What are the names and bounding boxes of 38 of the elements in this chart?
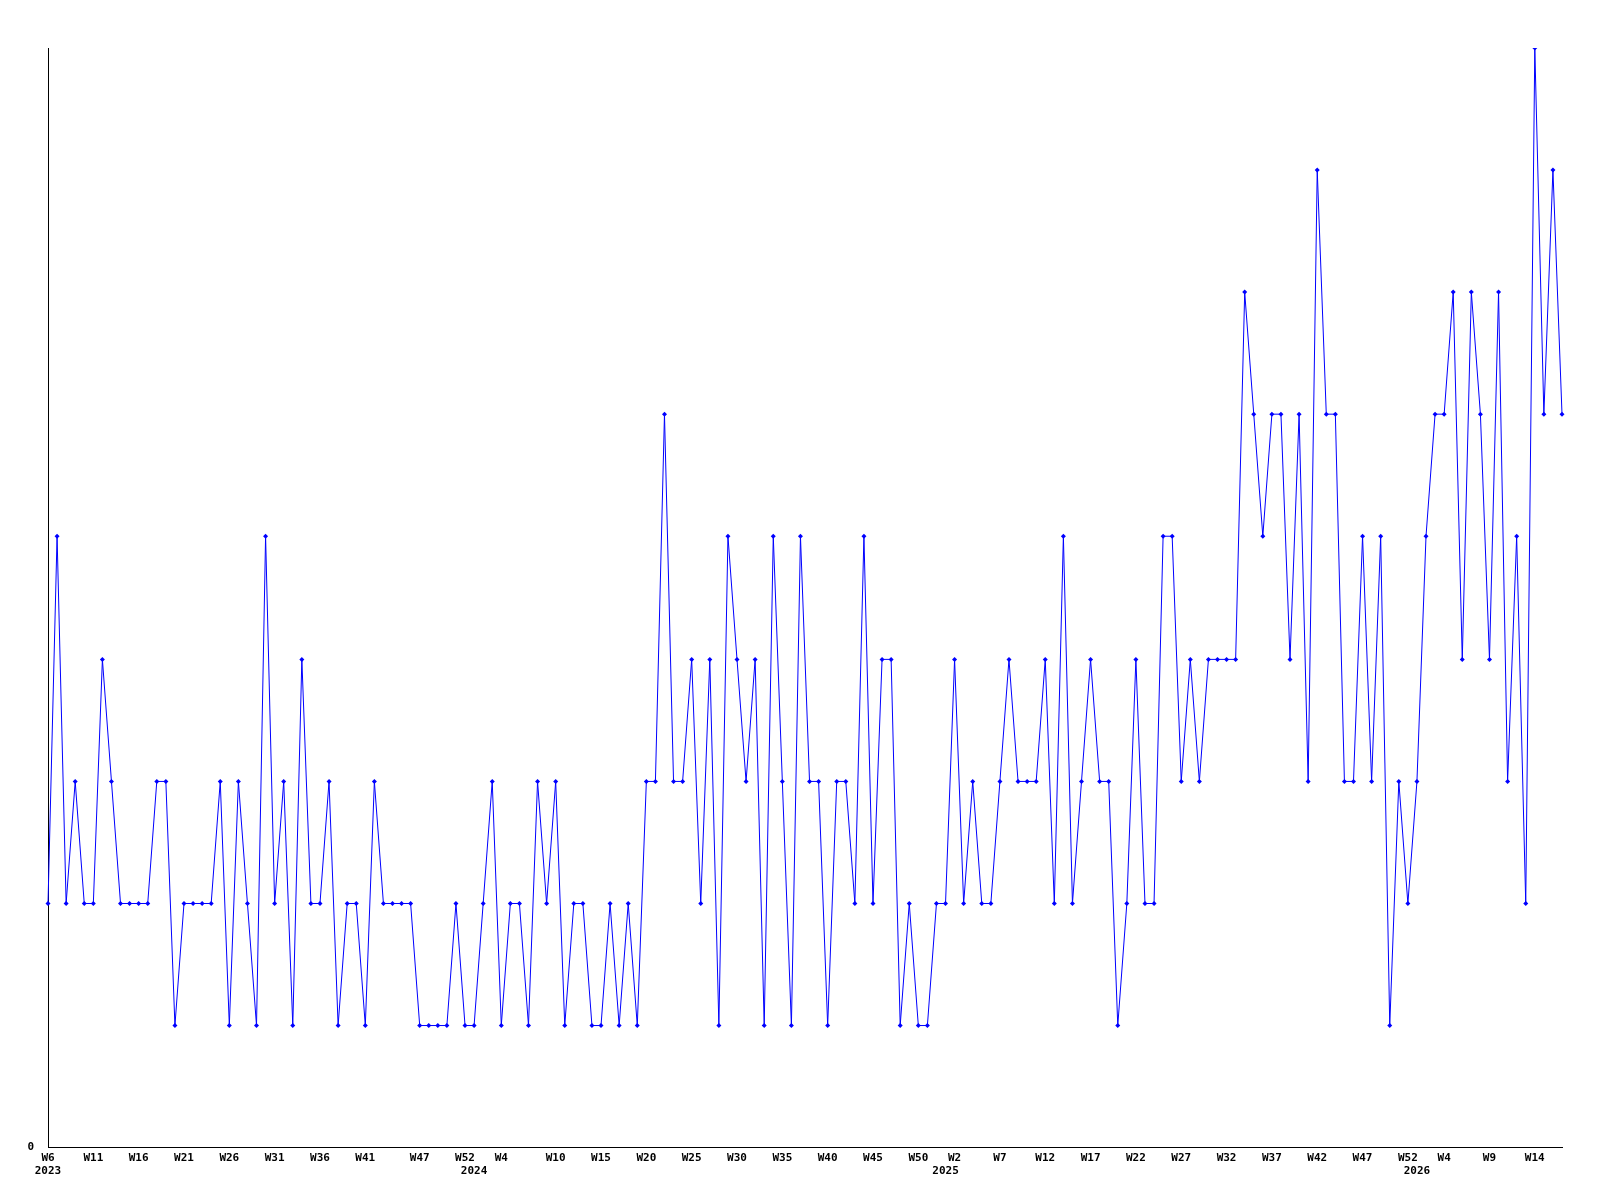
x-tick-label: W32 — [1216, 1151, 1237, 1165]
x-tick-label: W36 — [310, 1151, 331, 1165]
x-tick-label: W2 — [947, 1151, 962, 1165]
x-tick-label: W30 — [727, 1151, 747, 1165]
x-tick-label: W10 — [545, 1151, 566, 1165]
x-tick-label: W50 — [908, 1151, 929, 1165]
x-tick-label: W6 2023 — [34, 1151, 62, 1178]
x-tick-label: W47 — [409, 1151, 430, 1165]
x-tick-label: W40 — [817, 1151, 838, 1165]
x-tick-label: W26 — [219, 1151, 240, 1165]
x-tick-label: W17 — [1080, 1151, 1101, 1165]
x-tick-label: W31 — [264, 1151, 285, 1165]
text: 0 — [27, 1140, 34, 1154]
x-tick-label: W4 — [494, 1151, 509, 1165]
x-tick-label: W12 — [1035, 1151, 1056, 1165]
x-tick-label: W27 — [1171, 1151, 1192, 1165]
x-tick-label: W42 — [1307, 1151, 1328, 1165]
x-tick-label: W52 — [455, 1151, 475, 1165]
x-tick-label: W15 — [591, 1151, 611, 1165]
x-tick-label: W7 — [993, 1151, 1007, 1165]
x-tick-label: W35 — [772, 1151, 793, 1165]
x-tick-label: W21 — [174, 1151, 195, 1165]
x-tick-label: W4 — [1437, 1151, 1452, 1165]
x-tick-label: W45 — [863, 1151, 883, 1165]
x-tick-label: W9 — [1482, 1151, 1497, 1165]
x-tick-label: 2026 — [1403, 1164, 1431, 1178]
x-tick-label: W37 — [1261, 1151, 1282, 1165]
x-tick-label: W16 — [128, 1151, 149, 1165]
x-tick-label: W11 — [83, 1151, 104, 1165]
x-tick-label: W14 — [1524, 1151, 1546, 1165]
x-tick-label: W47 — [1352, 1151, 1373, 1165]
x-tick-label: W22 — [1125, 1151, 1146, 1165]
x-tick-label: W25 — [681, 1151, 702, 1165]
x-tick-label: W20 — [636, 1151, 657, 1165]
x-tick-label: 2024 — [460, 1164, 488, 1178]
x-tick-label: W52 — [1397, 1151, 1418, 1165]
x-tick-label: W41 — [355, 1151, 376, 1165]
x-tick-label: 2025 — [932, 1164, 959, 1178]
